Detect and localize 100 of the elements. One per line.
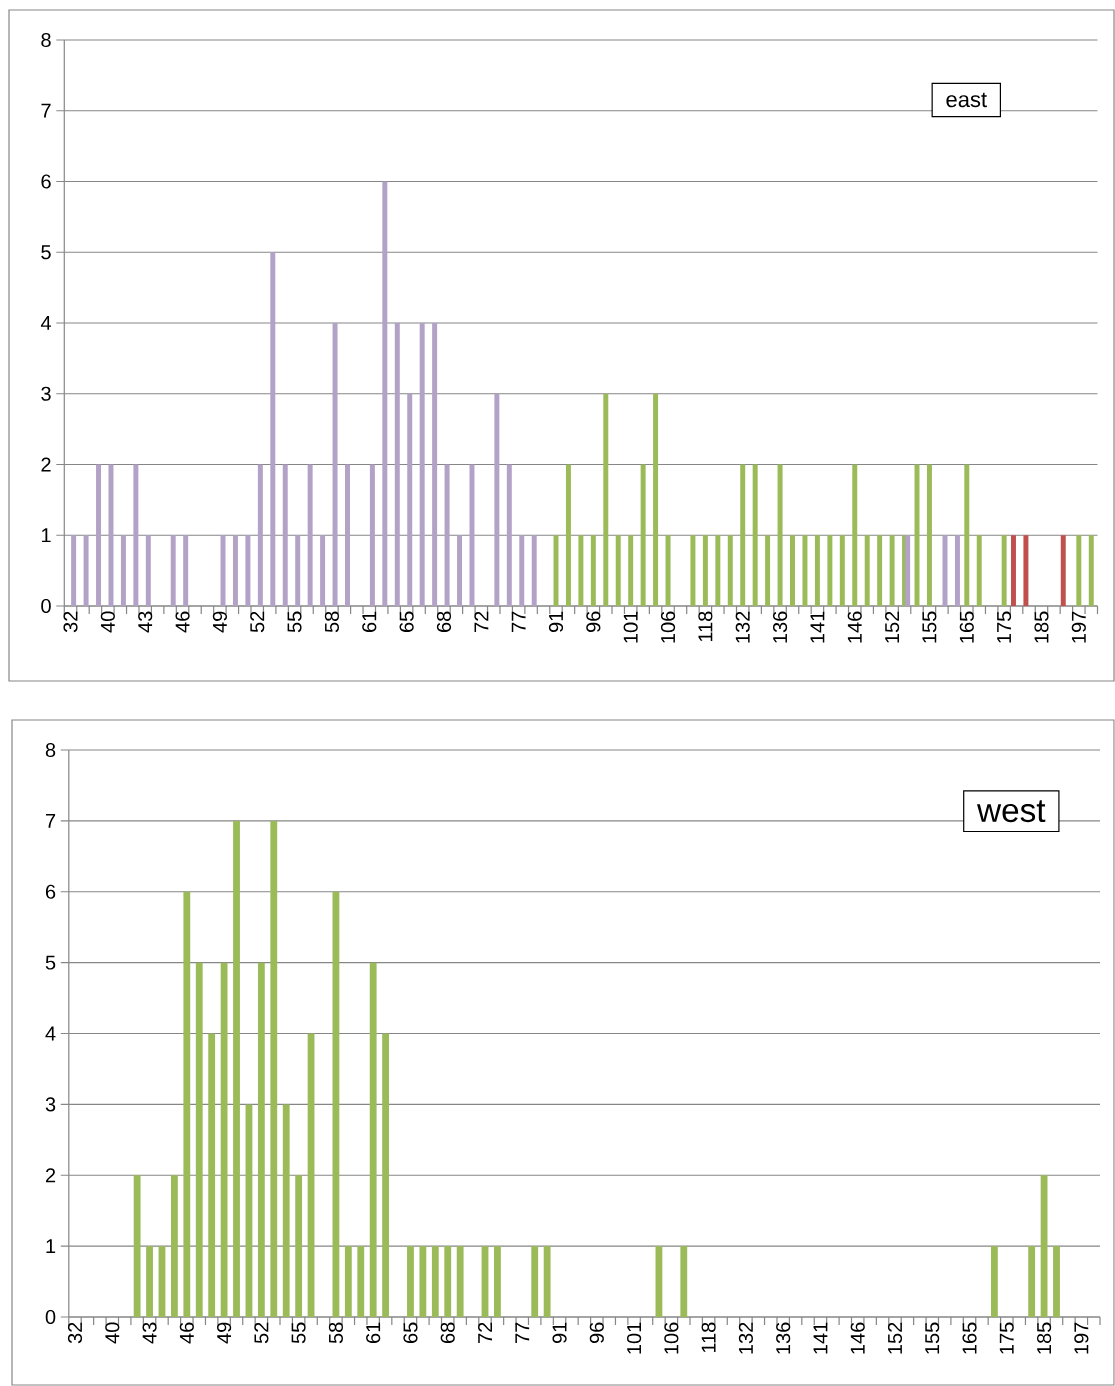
bar <box>889 535 895 606</box>
x-tick-label: 152 <box>885 611 900 643</box>
y-tick-label: 6 <box>41 174 51 189</box>
x-tick-label: 43 <box>138 611 153 633</box>
y-tick-label: 3 <box>41 386 51 401</box>
x-tick-label: 49 <box>217 1322 232 1344</box>
bar <box>257 962 265 1317</box>
x-tick-label: 58 <box>324 611 339 633</box>
bar <box>345 464 350 606</box>
x-tick-label: 141 <box>813 1322 828 1354</box>
bar <box>976 535 982 606</box>
bar <box>307 464 313 606</box>
bar <box>145 535 151 606</box>
bar <box>320 535 326 606</box>
bar <box>407 1246 414 1317</box>
x-tick-label: 61 <box>366 1322 381 1343</box>
x-tick-label: 77 <box>511 611 526 632</box>
bar <box>419 1246 427 1317</box>
bar <box>133 464 139 606</box>
bar <box>208 1033 216 1317</box>
bar <box>802 535 808 606</box>
y-tick-label: 0 <box>45 1309 56 1325</box>
bar <box>295 1175 303 1317</box>
x-tick-label: 72 <box>478 1322 492 1343</box>
x-tick-label: 118 <box>701 1322 716 1353</box>
bar <box>1010 535 1016 606</box>
bar <box>640 464 646 606</box>
x-tick-label: 52 <box>254 1322 269 1344</box>
bar <box>790 535 795 606</box>
bar <box>382 181 388 606</box>
y-tick-label: 7 <box>41 103 51 118</box>
y-tick-label: 8 <box>45 742 56 758</box>
bar <box>232 535 238 606</box>
x-tick-label: 65 <box>399 611 414 632</box>
bar <box>814 535 820 606</box>
bar <box>245 535 251 606</box>
bar <box>220 962 228 1317</box>
x-tick-label: 46 <box>175 611 190 633</box>
y-tick-label: 0 <box>41 598 51 614</box>
bar <box>96 464 102 606</box>
x-tick-label: 136 <box>772 611 788 643</box>
text: east <box>946 92 987 108</box>
bar <box>864 535 870 606</box>
bar <box>715 535 721 606</box>
bar <box>506 464 512 606</box>
bar <box>543 1246 551 1317</box>
x-tick-label: 101 <box>623 611 638 643</box>
bar <box>457 535 463 606</box>
x-tick-label: 43 <box>142 1322 157 1344</box>
y-tick-label: 1 <box>41 528 51 543</box>
bar <box>665 535 671 606</box>
bar <box>432 322 438 606</box>
bar <box>233 820 240 1317</box>
bar <box>702 535 708 606</box>
bar <box>282 1104 290 1317</box>
x-tick-label: 152 <box>887 1322 903 1354</box>
bar <box>357 1246 365 1317</box>
bar <box>740 464 746 606</box>
x-tick-label: 136 <box>776 1322 791 1354</box>
bar <box>183 891 191 1317</box>
bar <box>590 535 596 606</box>
y-tick-label: 3 <box>45 1097 56 1112</box>
bar <box>578 535 584 606</box>
x-tick-label: 132 <box>738 1322 753 1354</box>
bar <box>71 535 77 606</box>
bar <box>369 464 375 606</box>
y-tick-label: 5 <box>45 955 56 970</box>
x-tick-label: 96 <box>589 1322 604 1344</box>
bar <box>407 393 413 606</box>
y-tick-label: 1 <box>46 1239 56 1254</box>
x-tick-label: 58 <box>328 1322 343 1344</box>
bar <box>615 535 621 606</box>
x-tick-label: 72 <box>474 611 489 632</box>
bar <box>431 1246 439 1317</box>
bar <box>680 1246 688 1317</box>
bar <box>282 464 288 606</box>
x-tick-label: 118 <box>698 611 713 642</box>
x-tick-label: 49 <box>212 611 227 633</box>
x-tick-label: 55 <box>287 611 302 633</box>
bar <box>1023 535 1029 606</box>
bar <box>344 1246 352 1317</box>
y-tick-label: 4 <box>40 316 51 330</box>
bar <box>469 464 475 606</box>
y-tick-label: 4 <box>45 1026 56 1041</box>
x-tick-label: 106 <box>660 611 676 643</box>
bar <box>565 464 571 606</box>
bar <box>456 1246 464 1317</box>
y-tick-label: 6 <box>45 884 56 899</box>
bar <box>1001 535 1007 606</box>
x-tick-label: 61 <box>362 611 377 632</box>
bar <box>531 1246 539 1317</box>
bar <box>494 393 500 606</box>
bar <box>1053 1246 1060 1317</box>
bar <box>519 535 525 606</box>
x-tick-label: 197 <box>1074 1322 1089 1354</box>
bar <box>964 464 970 606</box>
x-tick-label: 46 <box>179 1322 194 1344</box>
bar <box>1040 1175 1048 1317</box>
bar <box>295 535 301 606</box>
bar <box>752 464 758 606</box>
